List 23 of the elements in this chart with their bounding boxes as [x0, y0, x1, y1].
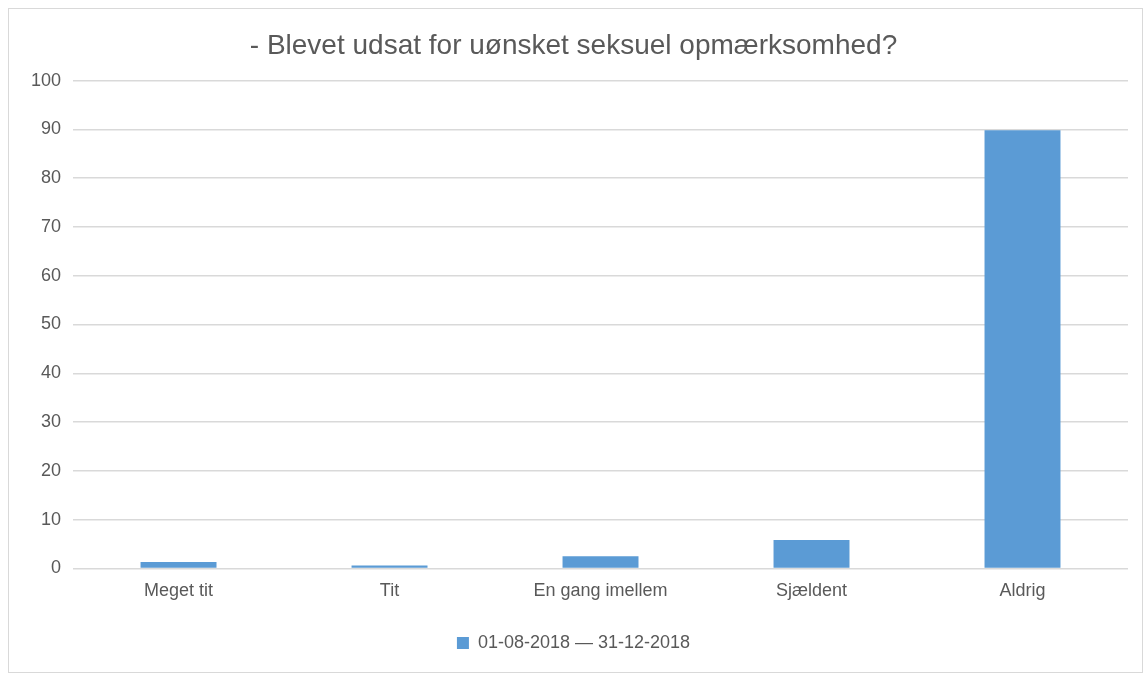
bar	[140, 562, 217, 568]
bar	[984, 130, 1061, 568]
y-tick-label: 80	[41, 167, 62, 188]
y-tick-label: 100	[30, 69, 62, 90]
legend-label: 01-08-2018 — 31-12-2018	[477, 631, 691, 652]
x-tick-label: Aldrig	[999, 580, 1046, 601]
y-tick-label: 0	[51, 557, 62, 578]
bar	[351, 565, 428, 568]
y-tick-label: 70	[41, 215, 62, 236]
y-tick-label: 30	[41, 411, 62, 432]
bar	[562, 556, 639, 568]
bar	[773, 540, 850, 568]
x-tick-label: Sjældent	[775, 580, 848, 601]
y-tick-label: 90	[41, 118, 62, 139]
y-tick-label: 10	[41, 508, 62, 529]
x-tick-label: Tit	[379, 580, 400, 601]
x-tick-label: Meget tit	[144, 580, 214, 601]
y-tick-label: 60	[41, 264, 62, 285]
y-tick-label: 20	[41, 459, 62, 480]
x-tick-label: En gang imellem	[533, 580, 668, 601]
y-tick-label: 50	[41, 313, 62, 334]
y-tick-label: 40	[41, 362, 62, 383]
chart-title: - Blevet udsat for uønsket seksuel opmærksomhed?	[249, 28, 898, 60]
